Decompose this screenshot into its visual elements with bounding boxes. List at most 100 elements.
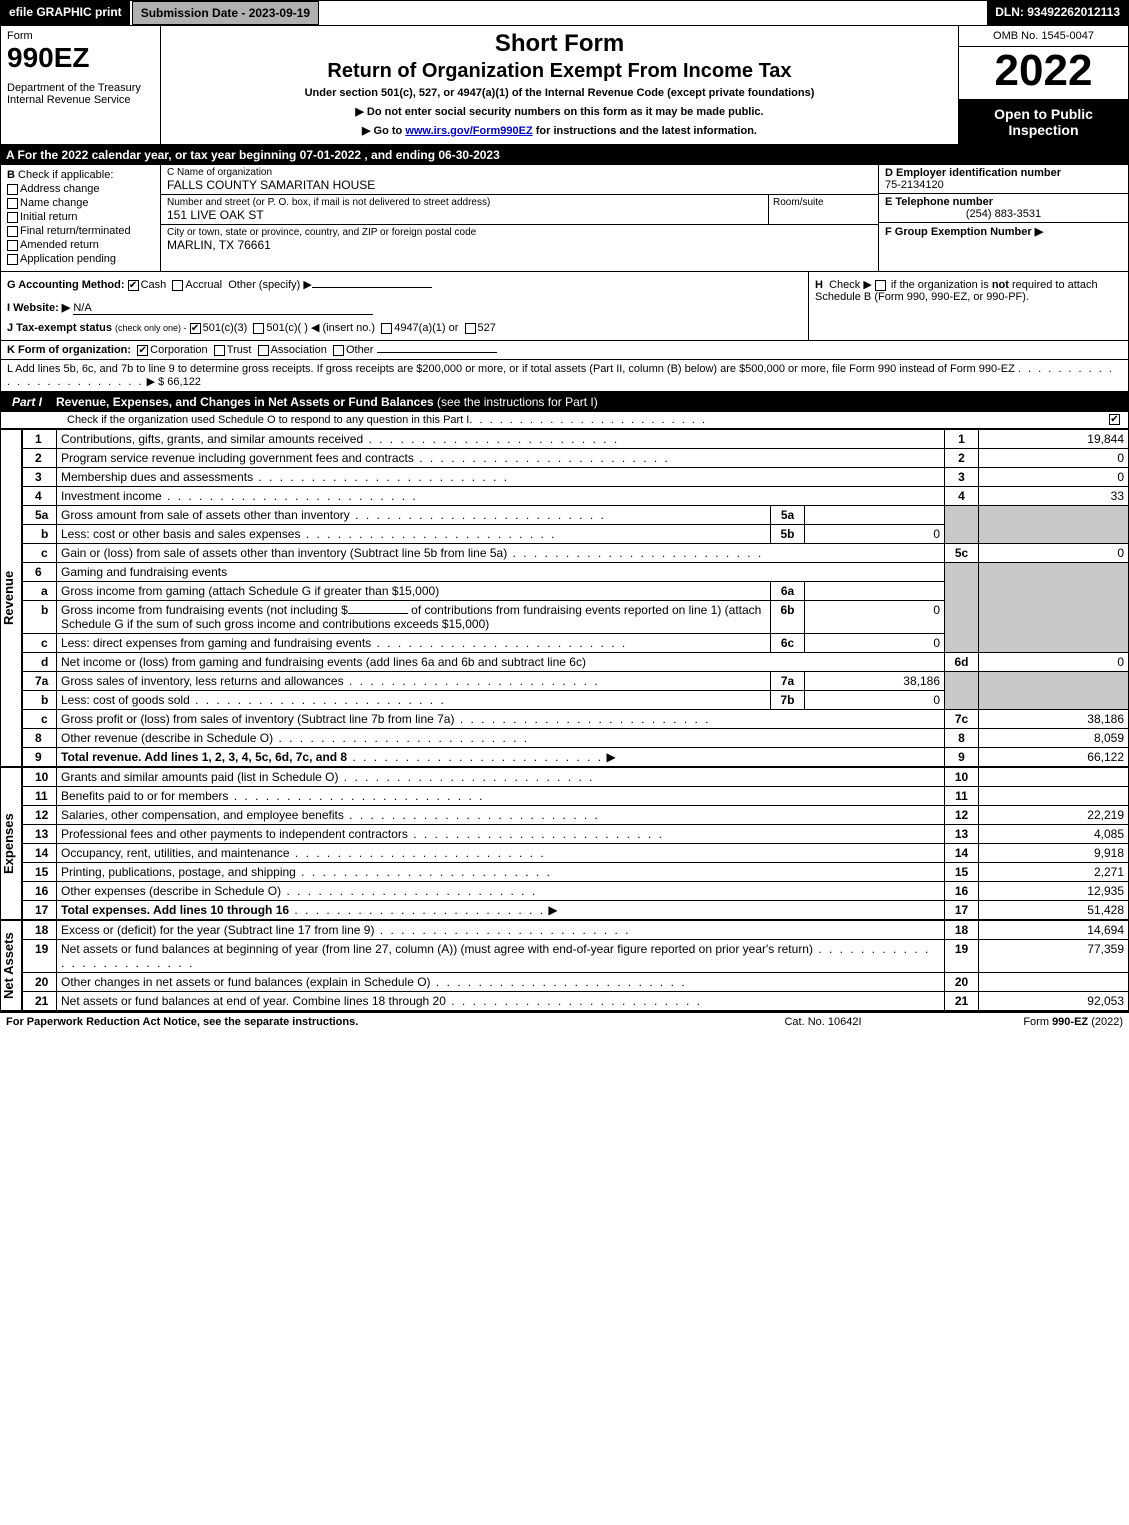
form-header: Form 990EZ Department of the Treasury In… bbox=[0, 26, 1129, 145]
revenue-section: Revenue 1Contributions, gifts, grants, a… bbox=[0, 429, 1129, 767]
501c-label: 501(c)( ) ◀ (insert no.) bbox=[266, 322, 375, 334]
city-label: City or town, state or province, country… bbox=[167, 227, 872, 238]
phone-value: (254) 883-3531 bbox=[885, 208, 1122, 220]
check-cash[interactable] bbox=[128, 280, 139, 291]
check-address-change[interactable]: Address change bbox=[7, 183, 154, 195]
check-amended-return[interactable]: Amended return bbox=[7, 239, 154, 251]
phone-label: E Telephone number bbox=[885, 196, 1122, 208]
ssn-note: ▶ Do not enter social security numbers o… bbox=[169, 105, 950, 118]
check-application-pending[interactable]: Application pending bbox=[7, 253, 154, 265]
h-check-text: Check ▶ bbox=[829, 279, 872, 291]
submission-date: Submission Date - 2023-09-19 bbox=[132, 1, 319, 25]
check-4947[interactable] bbox=[381, 323, 392, 334]
check-association[interactable] bbox=[258, 345, 269, 356]
table-row: cGross profit or (loss) from sales of in… bbox=[23, 710, 1129, 729]
efile-print-button[interactable]: efile GRAPHIC print bbox=[1, 1, 132, 25]
omb-number: OMB No. 1545-0047 bbox=[959, 26, 1128, 47]
table-row: 12Salaries, other compensation, and empl… bbox=[23, 806, 1129, 825]
title-return: Return of Organization Exempt From Incom… bbox=[169, 60, 950, 83]
table-row: 20Other changes in net assets or fund ba… bbox=[23, 973, 1129, 992]
check-schedule-b[interactable] bbox=[875, 280, 886, 291]
form-word: Form bbox=[7, 30, 154, 42]
header-right: OMB No. 1545-0047 2022 Open to Public In… bbox=[958, 26, 1128, 144]
table-row: 13Professional fees and other payments t… bbox=[23, 825, 1129, 844]
check-527[interactable] bbox=[465, 323, 476, 334]
table-row: 19Net assets or fund balances at beginni… bbox=[23, 940, 1129, 973]
cash-label: Cash bbox=[141, 279, 167, 291]
k-label: K Form of organization: bbox=[7, 344, 131, 356]
501c3-label: 501(c)(3) bbox=[203, 322, 248, 334]
other-specify-input[interactable] bbox=[312, 287, 432, 288]
spacer bbox=[319, 1, 987, 25]
irs-link[interactable]: www.irs.gov/Form990EZ bbox=[405, 125, 532, 137]
table-row: 16Other expenses (describe in Schedule O… bbox=[23, 882, 1129, 901]
l-text: L Add lines 5b, 6c, and 7b to line 9 to … bbox=[7, 363, 1015, 375]
check-accrual[interactable] bbox=[172, 280, 183, 291]
group-exemption-label: F Group Exemption Number ▶ bbox=[885, 225, 1122, 238]
title-short-form: Short Form bbox=[169, 30, 950, 58]
header-center: Short Form Return of Organization Exempt… bbox=[161, 26, 958, 144]
section-b: B Check if applicable: Address change Na… bbox=[1, 165, 161, 271]
table-row: 7aGross sales of inventory, less returns… bbox=[23, 672, 1129, 691]
street-label: Number and street (or P. O. box, if mail… bbox=[167, 197, 764, 208]
table-row: dNet income or (loss) from gaming and fu… bbox=[23, 653, 1129, 672]
check-name-change[interactable]: Name change bbox=[7, 197, 154, 209]
corp-label: Corporation bbox=[150, 344, 207, 356]
part-1-check-row: Check if the organization used Schedule … bbox=[0, 412, 1129, 429]
check-schedule-o[interactable] bbox=[1109, 414, 1120, 425]
table-row: 2Program service revenue including gover… bbox=[23, 449, 1129, 468]
j-note: (check only one) - bbox=[115, 323, 187, 333]
table-row: 14Occupancy, rent, utilities, and mainte… bbox=[23, 844, 1129, 863]
part-1-num: Part I bbox=[6, 395, 48, 409]
table-row: 5aGross amount from sale of assets other… bbox=[23, 506, 1129, 525]
part-1-header: Part I Revenue, Expenses, and Changes in… bbox=[0, 392, 1129, 412]
website-label: I Website: ▶ bbox=[7, 302, 70, 314]
check-initial-return[interactable]: Initial return bbox=[7, 211, 154, 223]
table-row: 1Contributions, gifts, grants, and simil… bbox=[23, 430, 1129, 449]
form-footer: Form 990-EZ (2022) bbox=[923, 1016, 1123, 1028]
h-label: H bbox=[815, 279, 823, 291]
table-row: 17Total expenses. Add lines 10 through 1… bbox=[23, 901, 1129, 920]
city-value: MARLIN, TX 76661 bbox=[167, 238, 872, 252]
assoc-label: Association bbox=[271, 344, 327, 356]
part-1-note: (see the instructions for Part I) bbox=[437, 395, 598, 409]
h-not: not bbox=[992, 279, 1009, 291]
other-org-label: Other bbox=[346, 344, 374, 356]
check-501c3[interactable] bbox=[190, 323, 201, 334]
revenue-table: 1Contributions, gifts, grants, and simil… bbox=[22, 429, 1129, 767]
expenses-section: Expenses 10Grants and similar amounts pa… bbox=[0, 767, 1129, 920]
section-gij: G Accounting Method: Cash Accrual Other … bbox=[1, 272, 808, 340]
expenses-table: 10Grants and similar amounts paid (list … bbox=[22, 767, 1129, 920]
table-row: 11Benefits paid to or for members11 bbox=[23, 787, 1129, 806]
check-other-org[interactable] bbox=[333, 345, 344, 356]
ein-label: D Employer identification number bbox=[885, 167, 1122, 179]
table-row: 4Investment income433 bbox=[23, 487, 1129, 506]
table-row: 6Gaming and fundraising events bbox=[23, 563, 1129, 582]
check-501c[interactable] bbox=[253, 323, 264, 334]
revenue-vertical-label: Revenue bbox=[0, 429, 22, 767]
table-row: 15Printing, publications, postage, and s… bbox=[23, 863, 1129, 882]
table-row: 18Excess or (deficit) for the year (Subt… bbox=[23, 921, 1129, 940]
trust-label: Trust bbox=[227, 344, 252, 356]
4947-label: 4947(a)(1) or bbox=[394, 322, 458, 334]
check-corporation[interactable] bbox=[137, 345, 148, 356]
page-footer: For Paperwork Reduction Act Notice, see … bbox=[0, 1011, 1129, 1031]
cat-number: Cat. No. 10642I bbox=[723, 1016, 923, 1028]
paperwork-notice: For Paperwork Reduction Act Notice, see … bbox=[6, 1016, 723, 1028]
website-value: N/A bbox=[73, 302, 373, 315]
line-k: K Form of organization: Corporation Trus… bbox=[0, 341, 1129, 360]
dln-label: DLN: 93492262012113 bbox=[987, 1, 1128, 25]
form-number: 990EZ bbox=[7, 42, 154, 74]
expenses-vertical-label: Expenses bbox=[0, 767, 22, 920]
department-label: Department of the Treasury Internal Reve… bbox=[7, 82, 154, 106]
table-row: cGain or (loss) from sale of assets othe… bbox=[23, 544, 1129, 563]
org-name: FALLS COUNTY SAMARITAN HOUSE bbox=[167, 178, 872, 192]
section-ghij: G Accounting Method: Cash Accrual Other … bbox=[0, 272, 1129, 341]
other-org-input[interactable] bbox=[377, 352, 497, 353]
check-trust[interactable] bbox=[214, 345, 225, 356]
table-row: 21Net assets or fund balances at end of … bbox=[23, 992, 1129, 1011]
goto-note: ▶ Go to www.irs.gov/Form990EZ for instru… bbox=[169, 124, 950, 137]
net-assets-table: 18Excess or (deficit) for the year (Subt… bbox=[22, 920, 1129, 1011]
section-bcd: B Check if applicable: Address change Na… bbox=[0, 165, 1129, 272]
check-final-return[interactable]: Final return/terminated bbox=[7, 225, 154, 237]
